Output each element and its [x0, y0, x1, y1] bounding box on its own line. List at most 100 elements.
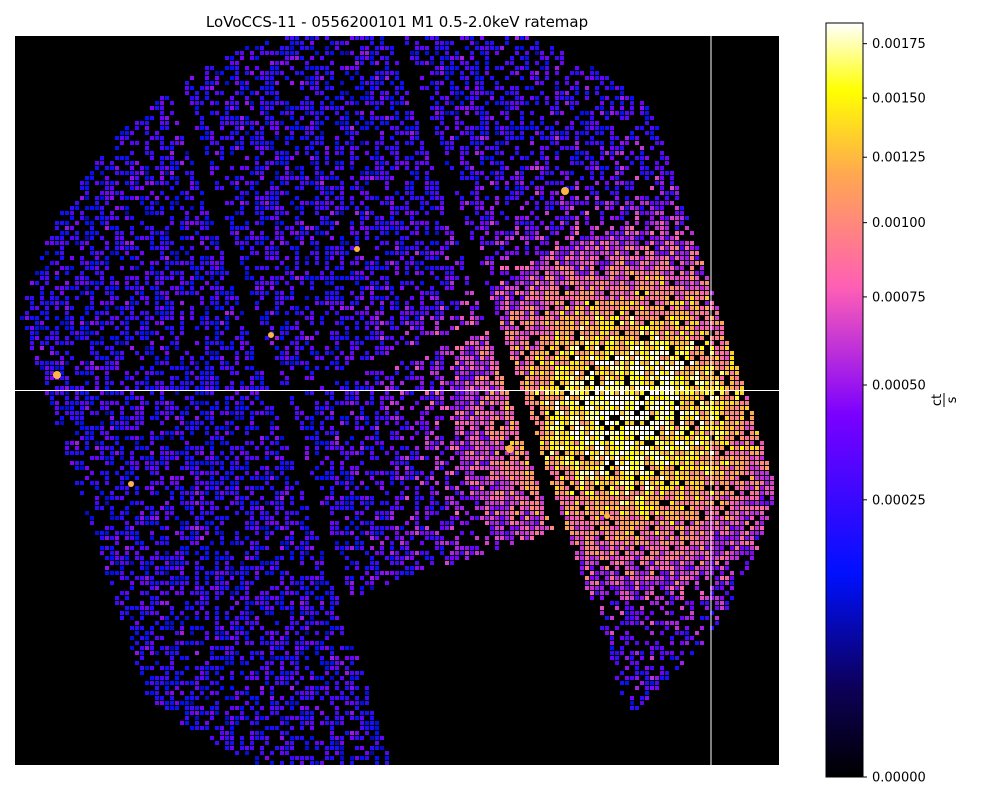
ratemap-pixel — [480, 111, 484, 115]
ratemap-pixel — [75, 231, 79, 235]
ratemap-pixel — [680, 276, 684, 280]
ratemap-pixel — [495, 181, 499, 185]
ratemap-pixel — [170, 366, 174, 370]
ratemap-pixel — [310, 311, 314, 315]
ratemap-pixel — [330, 246, 334, 250]
ratemap-pixel — [675, 376, 679, 380]
ratemap-pixel — [315, 201, 319, 205]
ratemap-pixel — [280, 151, 284, 155]
ratemap-pixel — [520, 336, 524, 340]
ratemap-pixel — [690, 351, 694, 355]
ratemap-pixel — [570, 106, 574, 110]
ratemap-pixel — [380, 76, 384, 80]
ratemap-pixel — [130, 256, 134, 260]
ratemap-pixel — [120, 321, 124, 325]
ratemap-pixel — [270, 116, 274, 120]
ratemap-pixel — [265, 336, 269, 340]
ratemap-pixel — [555, 321, 559, 325]
ratemap-pixel — [505, 391, 509, 395]
ratemap-pixel — [170, 331, 174, 335]
ratemap-pixel — [305, 261, 309, 265]
ratemap-pixel — [145, 146, 149, 150]
ratemap-pixel — [275, 301, 279, 305]
ratemap-pixel — [130, 296, 134, 300]
ratemap-pixel — [595, 406, 599, 410]
ratemap-pixel — [285, 296, 289, 300]
ratemap-pixel — [250, 56, 254, 60]
ratemap-pixel — [415, 211, 419, 215]
ratemap-pixel — [475, 126, 479, 130]
ratemap-pixel — [525, 66, 529, 70]
ratemap-pixel — [415, 336, 419, 340]
ratemap-pixel — [530, 376, 534, 380]
ratemap-pixel — [210, 81, 214, 85]
ratemap-pixel — [490, 371, 494, 375]
ratemap-pixel — [650, 361, 654, 365]
ratemap-pixel — [125, 401, 129, 405]
ratemap-pixel — [380, 201, 384, 205]
ratemap-pixel — [500, 171, 504, 175]
ratemap-pixel — [110, 281, 114, 285]
ratemap-pixel — [595, 191, 599, 195]
ratemap-pixel — [260, 136, 264, 140]
ratemap-pixel — [315, 256, 319, 260]
ratemap-pixel — [450, 56, 454, 60]
ratemap-pixel — [595, 341, 599, 345]
ratemap-pixel — [705, 286, 709, 290]
ratemap-pixel — [735, 376, 739, 380]
ratemap-pixel — [515, 191, 519, 195]
ratemap-pixel — [130, 286, 134, 290]
ratemap-pixel — [555, 401, 559, 405]
ratemap-pixel — [675, 301, 679, 305]
ratemap-pixel — [310, 251, 314, 255]
ratemap-pixel — [230, 56, 234, 60]
ratemap-pixel — [525, 286, 529, 290]
ratemap-pixel — [275, 336, 279, 340]
ratemap-pixel — [575, 201, 579, 205]
ratemap-pixel — [475, 41, 479, 45]
ratemap-pixel — [505, 136, 509, 140]
ratemap-pixel — [250, 391, 254, 395]
ratemap-pixel — [165, 401, 169, 405]
ratemap-pixel — [45, 371, 49, 375]
ratemap-pixel — [605, 336, 609, 340]
ratemap-pixel — [55, 326, 59, 330]
ratemap-pixel — [535, 231, 539, 235]
ratemap-pixel — [410, 181, 414, 185]
ratemap-pixel — [335, 211, 339, 215]
ratemap-pixel — [495, 306, 499, 310]
ratemap-pixel — [565, 221, 569, 225]
ratemap-pixel — [425, 161, 429, 165]
ratemap-pixel — [405, 201, 409, 205]
ratemap-pixel — [375, 166, 379, 170]
ratemap-pixel — [565, 366, 569, 370]
ratemap-pixel — [680, 386, 684, 390]
ratemap-pixel — [455, 391, 459, 395]
ratemap-pixel — [540, 391, 544, 395]
ratemap-pixel — [500, 151, 504, 155]
ratemap-pixel — [130, 216, 134, 220]
ratemap-pixel — [315, 186, 319, 190]
ratemap-pixel — [470, 351, 474, 355]
ratemap-pixel — [345, 66, 349, 70]
ratemap-pixel — [470, 391, 474, 395]
ratemap-pixel — [345, 276, 349, 280]
ratemap-pixel — [495, 141, 499, 145]
ratemap-pixel — [360, 116, 364, 120]
ratemap-pixel — [650, 296, 654, 300]
ratemap-pixel — [595, 106, 599, 110]
ratemap-pixel — [690, 276, 694, 280]
ratemap-pixel — [580, 161, 584, 165]
ratemap-pixel — [380, 276, 384, 280]
ratemap-pixel — [325, 221, 329, 225]
ratemap-pixel — [345, 116, 349, 120]
ratemap-pixel — [50, 301, 54, 305]
ratemap-pixel — [435, 106, 439, 110]
ratemap-pixel — [690, 361, 694, 365]
ratemap-pixel — [105, 376, 109, 380]
ratemap-pixel — [720, 366, 724, 370]
ratemap-pixel — [485, 101, 489, 105]
ratemap-pixel — [605, 381, 609, 385]
ratemap-pixel — [605, 351, 609, 355]
ratemap-pixel — [665, 391, 669, 395]
